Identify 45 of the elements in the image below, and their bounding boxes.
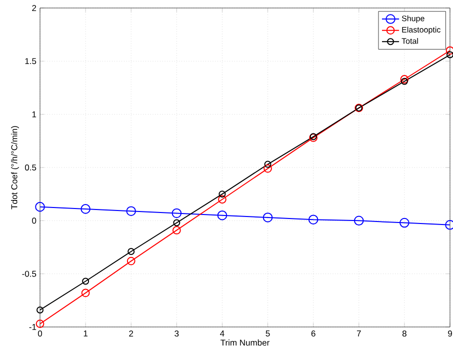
x-tick-label: 2 (129, 330, 134, 336)
y-tick-label: 1 (32, 111, 36, 118)
point (172, 226, 181, 234)
point (128, 248, 135, 255)
x-tick-label: 0 (38, 330, 42, 337)
point (126, 206, 136, 216)
x-tick-label: 5 (266, 330, 270, 336)
point (218, 195, 226, 204)
point (446, 46, 453, 55)
point (264, 164, 272, 173)
point (217, 210, 228, 220)
legend-label: Total (402, 38, 418, 44)
point (308, 214, 318, 224)
point (82, 278, 90, 285)
point (400, 78, 408, 85)
x-tick-label: 8 (402, 330, 406, 337)
point (36, 320, 44, 328)
point (172, 208, 182, 218)
point (173, 219, 180, 226)
point (126, 256, 136, 266)
x-tick-label: 1 (84, 330, 88, 336)
point (264, 160, 272, 168)
y-tick-label: 1.5 (25, 58, 36, 64)
y-tick-label: 0 (32, 218, 36, 224)
x-tick-label: 4 (220, 330, 224, 336)
y-tick-label: -1 (29, 324, 36, 330)
point (354, 216, 364, 226)
point (35, 202, 45, 212)
legend-label: Elastooptic (402, 26, 440, 34)
y-tick-label: -0.5 (22, 270, 36, 277)
point (81, 288, 90, 298)
point (80, 204, 90, 214)
x-tick-label: 7 (356, 330, 361, 336)
x-tick-label: 9 (448, 330, 452, 337)
x-tick-label: 6 (311, 330, 316, 337)
x-axis-title: Trim Number (220, 339, 270, 346)
x-tick-label: 3 (174, 330, 179, 337)
y-tick-label: 2 (32, 5, 36, 11)
point (400, 75, 409, 84)
point (262, 212, 273, 222)
y-axis-title: Tdot Coef (°/h/°C/min) (11, 126, 19, 210)
y-tick-label: 0.5 (24, 164, 36, 170)
legend-label: Shupe (402, 15, 424, 23)
point (218, 190, 226, 198)
point (400, 218, 410, 228)
